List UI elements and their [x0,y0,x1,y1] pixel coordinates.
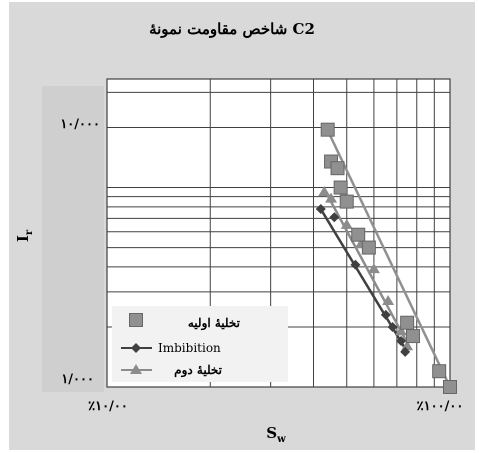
data-point [400,315,415,330]
triangle-icon [121,364,152,374]
data-point [443,380,457,394]
data-point [340,218,353,229]
y-axis-label: Ir [14,229,35,242]
legend-marker [129,313,143,327]
y-axis-label-main: I [14,235,32,242]
data-point [318,185,331,196]
x-axis-label: Sw [266,424,286,445]
data-points [315,122,457,394]
data-point [350,259,361,270]
x-axis-label-sub: w [276,434,286,445]
x-tick-label-right: ٪۱۰۰/۰۰ [417,399,464,414]
data-point [367,263,380,274]
plot-border [106,78,451,388]
y-tick-label-top: ۱۰/۰۰۰ [60,117,100,132]
data-point [396,336,407,347]
square-icon [129,313,143,327]
y-axis-label-sub: r [24,229,35,235]
y-tick-label-bottom: ۱/۰۰۰ [61,372,94,387]
legend-item-primary-drainage: تخلیهٔ اولیه [129,313,241,331]
data-point [329,212,340,223]
data-point [320,122,335,137]
data-point [395,325,408,336]
data-point [380,309,391,320]
diamond-icon [121,343,152,353]
legend-marker [131,343,141,353]
legend-label: Imbibition [158,341,221,355]
trend-line [323,188,411,347]
chart-title: شاخص مقاومت نمونهٔ C2 [149,20,315,38]
x-axis-label-main: S [266,424,277,442]
legend-label: تخلیهٔ اولیه [188,316,241,331]
legend-label: تخلیهٔ دوم [174,363,223,378]
data-point [361,240,376,255]
tick-labels: ۱۰/۰۰۰ ۱/۰۰۰ ٪۱۰/۰۰ ٪۱۰۰/۰۰ [60,117,463,414]
data-point [400,346,411,357]
legend-item-secondary-drainage: تخلیهٔ دوم [121,363,223,378]
data-point [351,227,366,242]
data-point [382,294,395,305]
plot-area [42,78,457,394]
svg-text:Ir: Ir [14,229,35,242]
x-tick-label-left: ٪۱۰/۰۰ [88,399,128,414]
legend-item-imbibition: Imbibition [121,341,221,355]
data-point [315,204,326,215]
data-point [387,321,398,332]
y-axis-panel [42,86,104,392]
trend-line [323,122,452,388]
data-point [339,194,354,209]
legend-marker [130,364,142,374]
data-point [401,340,414,351]
data-point [405,329,420,344]
legend: تخلیهٔ اولیه Imbibition تخلیهٔ دوم [112,306,288,382]
data-point [432,364,447,379]
data-point [330,161,345,176]
data-point [333,180,348,195]
data-point [325,192,338,203]
